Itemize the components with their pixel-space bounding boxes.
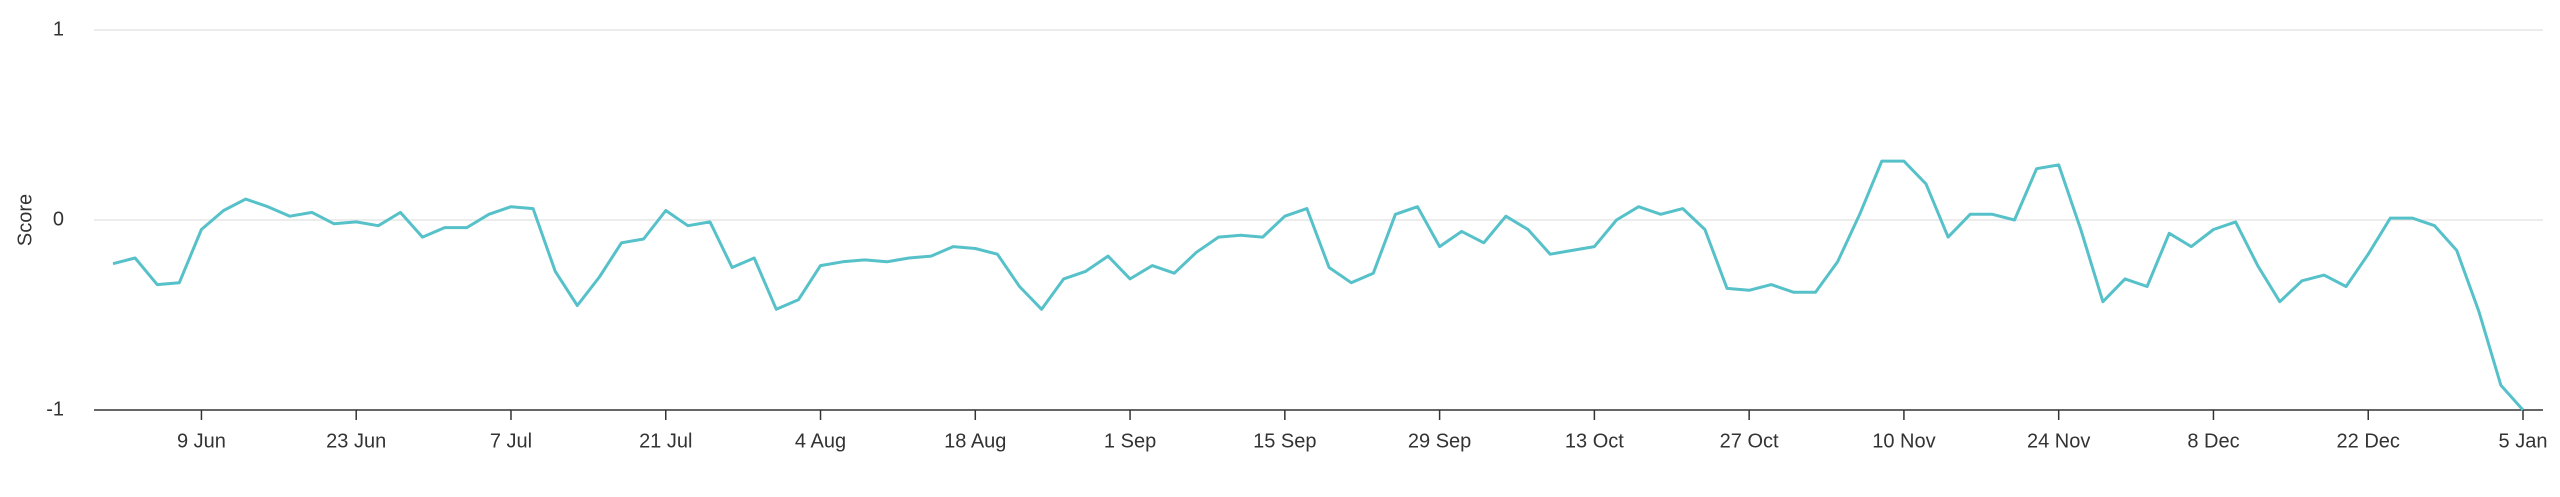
x-tick-label: 22 Dec — [2337, 430, 2400, 452]
y-tick-label: -1 — [46, 398, 64, 420]
y-tick-label: 1 — [53, 18, 64, 40]
x-tick-label: 10 Nov — [1872, 430, 1935, 452]
y-tick-label: 0 — [53, 208, 64, 230]
x-tick-label: 29 Sep — [1408, 430, 1471, 452]
x-tick-label: 1 Sep — [1104, 430, 1156, 452]
x-tick-label: 8 Dec — [2187, 430, 2239, 452]
x-tick-label: 24 Nov — [2027, 430, 2090, 452]
data-line — [112, 159, 2525, 412]
x-tick-label: 15 Sep — [1253, 430, 1316, 452]
y-axis-label: Score — [14, 194, 36, 246]
x-tick-label: 18 Aug — [944, 430, 1006, 452]
x-tick-label: 27 Oct — [1720, 430, 1779, 452]
x-tick-label: 4 Aug — [795, 430, 846, 452]
x-tick-label: 7 Jul — [490, 430, 532, 452]
x-tick-label: 21 Jul — [639, 430, 692, 452]
x-tick-label: 5 Jan — [2499, 430, 2548, 452]
x-tick-label: 13 Oct — [1565, 430, 1624, 452]
x-tick-label: 23 Jun — [326, 430, 386, 452]
x-tick-label: 9 Jun — [177, 430, 226, 452]
